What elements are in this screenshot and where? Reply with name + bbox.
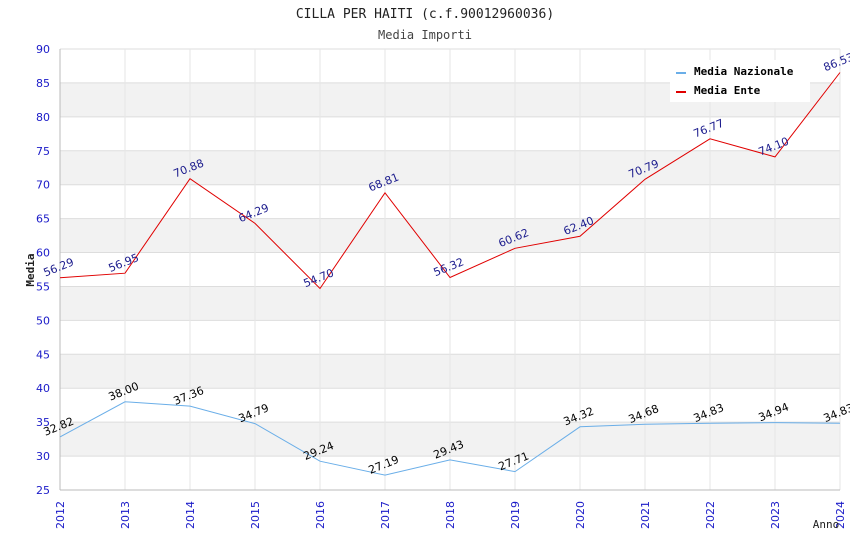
y-tick-label-55: 55 bbox=[36, 280, 50, 293]
y-tick-label-80: 80 bbox=[36, 111, 50, 124]
x-axis-label: Anno bbox=[813, 518, 840, 531]
y-axis-label: Media bbox=[24, 253, 37, 286]
x-tick-labels: 2012 2013 2014 2015 2016 2017 2018 2019 2020 2021… bbox=[54, 501, 847, 529]
y-tick-label-25: 25 bbox=[36, 484, 50, 497]
y-tick-labels: 25 30 35 40 45 50 55 60 65 70 75 80 85 90 bbox=[36, 43, 50, 497]
x-tick-label-2024: 2024 bbox=[834, 501, 847, 529]
x-tick-label-2016: 2016 bbox=[314, 501, 327, 529]
axes bbox=[59, 49, 840, 491]
x-tick-label-2020: 2020 bbox=[574, 501, 587, 529]
y-tick-label-50: 50 bbox=[36, 314, 50, 327]
x-tick-label-2017: 2017 bbox=[379, 501, 392, 529]
y-tick-label-45: 45 bbox=[36, 348, 50, 361]
y-tick-label-75: 75 bbox=[36, 145, 50, 158]
x-tick-label-2021: 2021 bbox=[639, 501, 652, 529]
series-line-media-nazionale bbox=[59, 401, 841, 476]
y-tick-label-40: 40 bbox=[36, 382, 50, 395]
x-tick-label-2023: 2023 bbox=[769, 501, 782, 529]
legend: Media Nazionale Media Ente bbox=[670, 60, 810, 102]
y-tick-label-65: 65 bbox=[36, 213, 50, 226]
x-tick-label-2022: 2022 bbox=[704, 501, 717, 529]
x-tick-label-2015: 2015 bbox=[249, 501, 262, 529]
y-tick-label-70: 70 bbox=[36, 179, 50, 192]
x-tick-label-2013: 2013 bbox=[119, 501, 132, 529]
y-tick-label-85: 85 bbox=[36, 77, 50, 90]
series-lines bbox=[59, 72, 841, 476]
series-line-media-ente bbox=[59, 72, 841, 290]
chart-subtitle: Media Importi bbox=[378, 28, 472, 42]
chart-title: CILLA PER HAITI (c.f.90012960036) bbox=[296, 7, 554, 22]
y-tick-label-90: 90 bbox=[36, 43, 50, 56]
y-tick-label-30: 30 bbox=[36, 450, 50, 463]
legend-box bbox=[670, 60, 810, 102]
y-tick-label-35: 35 bbox=[36, 416, 50, 429]
y-tick-label-60: 60 bbox=[36, 247, 50, 260]
x-tick-label-2018: 2018 bbox=[444, 501, 457, 529]
x-tick-label-2014: 2014 bbox=[184, 501, 197, 529]
legend-label-media-nazionale: Media Nazionale bbox=[694, 65, 794, 78]
legend-label-media-ente: Media Ente bbox=[694, 84, 761, 97]
x-tick-label-2012: 2012 bbox=[54, 501, 67, 529]
x-tick-label-2019: 2019 bbox=[509, 501, 522, 529]
grid-lines bbox=[59, 48, 841, 491]
